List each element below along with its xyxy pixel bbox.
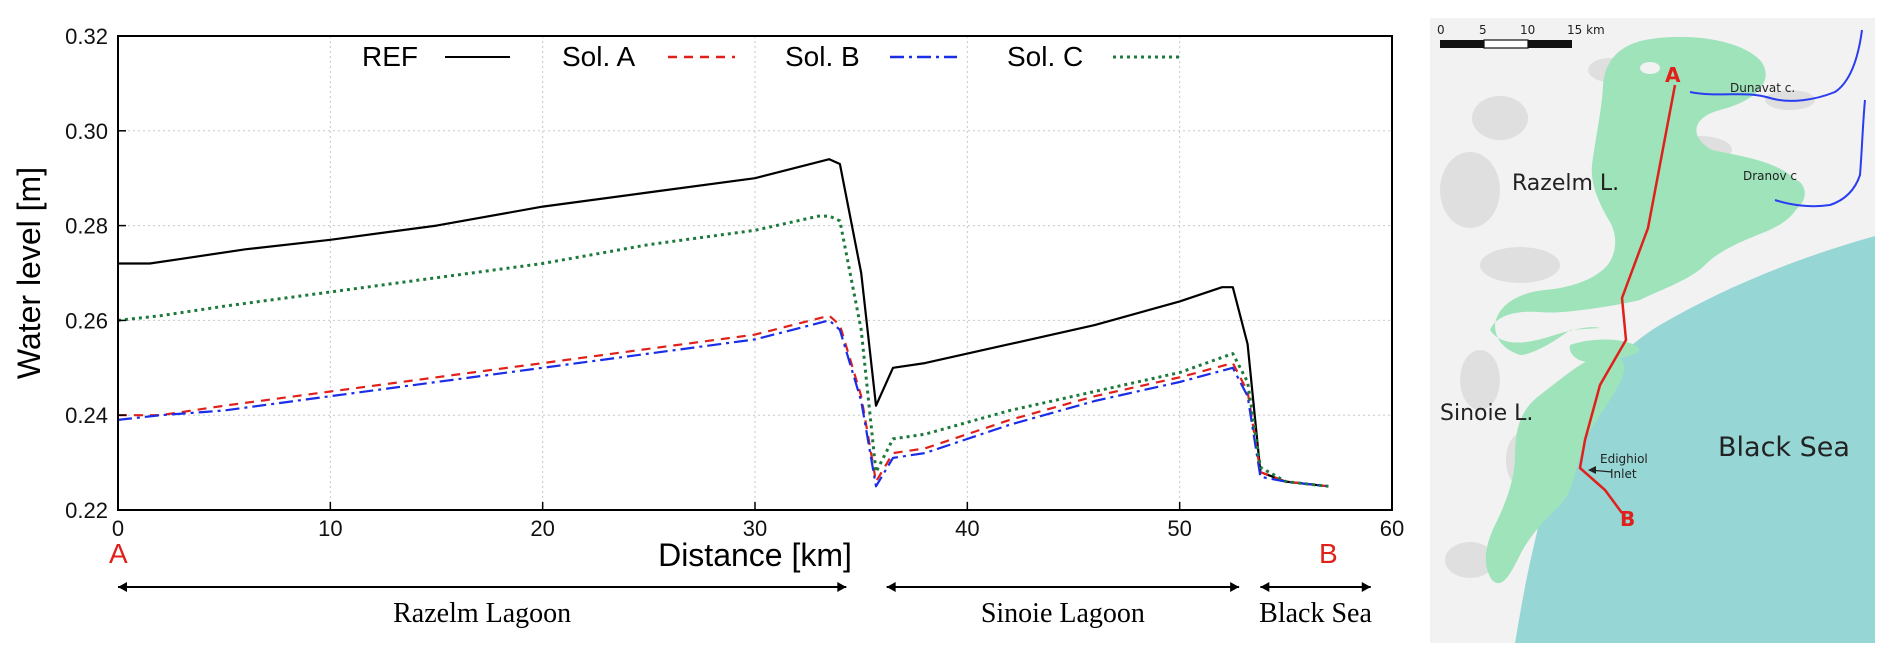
map-label-dranov: Dranov c [1743,169,1797,183]
map-label-point-b: B [1620,507,1635,531]
legend-label-ref: REF [362,41,418,72]
series-line-ref [118,158,1329,488]
study-area-map: 0 5 10 15 km Razelm L. Sinoie L. Black S… [1430,18,1875,643]
map-label-inlet-1: Edighiol [1600,452,1648,466]
region-brackets: A B Razelm Lagoon Sinoie Lagoon Black Sea [109,538,1372,629]
y-tick-label: 0.28 [65,214,108,239]
map-label-sinoie: Sinoie L. [1440,401,1533,426]
scale-tick-5: 5 [1479,23,1487,37]
legend: REF Sol. A Sol. B Sol. C [362,41,1180,72]
water-level-chart: 0 10 20 30 40 50 60 0.22 0.24 0.26 0.28 0.30 0.32 Wa… [11,24,1404,573]
x-tick-label: 60 [1380,516,1404,541]
map-label-razelm: Razelm L. [1512,171,1619,196]
inlet-arrow-head [1588,466,1596,474]
x-tick-label: 50 [1167,516,1191,541]
black-sea-area [1515,236,1875,643]
y-tick-label: 0.30 [65,119,108,144]
x-axis-label: Distance [km] [658,537,852,573]
y-tick-label: 0.32 [65,24,108,49]
bracket-arrow-right [1361,582,1371,592]
razelm-island [1640,62,1660,74]
axis-ticks: 0 10 20 30 40 50 60 0.22 0.24 0.26 0.28 0.30 0.32 [65,24,1404,541]
dranov-canal [1774,99,1866,208]
legend-label-sol-b: Sol. B [785,41,860,72]
x-tick-label: 0 [112,516,124,541]
x-tick-label: 40 [955,516,979,541]
razelm-lagoon [1490,36,1801,355]
end-point-label: B [1319,538,1338,569]
scale-tick-10: 10 [1520,23,1535,37]
transect-line [1578,84,1677,514]
dunavat-canal [1689,29,1863,102]
x-tick-label: 10 [318,516,342,541]
region-layer: Razelm Lagoon Sinoie Lagoon Black Sea [118,582,1372,629]
map-label-inlet-2: Inlet [1610,467,1637,481]
scale-tick-15: 15 km [1567,23,1605,37]
scale-tick-0: 0 [1437,23,1445,37]
razelm-east-lobe [1720,169,1805,219]
y-axis-label: Water level [m] [11,167,47,379]
legend-label-sol-c: Sol. C [1007,41,1083,72]
bracket-arrow-right [837,582,847,592]
bracket-arrow-right [1230,582,1240,592]
series-line-sol-c [117,214,1329,488]
y-tick-label: 0.26 [65,308,108,333]
y-tick-label: 0.22 [65,498,108,523]
series-line-sol-b [117,319,1329,488]
region-label-black-sea: Black Sea [1259,598,1372,629]
y-tick-label: 0.24 [65,403,108,428]
map-label-point-a: A [1665,63,1681,87]
bracket-arrow-left [118,582,127,592]
x-tick-label: 30 [743,516,767,541]
region-label-sinoie-lagoon: Sinoie Lagoon [981,598,1145,629]
map-label-black-sea: Black Sea [1718,432,1850,463]
sinoie-lagoon [1485,353,1625,584]
x-tick-label: 20 [530,516,554,541]
legend-label-sol-a: Sol. A [562,41,635,72]
map-label-dunavat: Dunavat c. [1730,81,1795,95]
bracket-arrow-left [1260,582,1270,592]
bracket-arrow-left [886,582,896,592]
start-point-label: A [109,538,128,569]
region-label-razelm-lagoon: Razelm Lagoon [393,598,571,629]
grid [118,36,1392,510]
scale-bar: 0 5 10 15 km [1437,23,1605,49]
series-layer [117,158,1329,488]
